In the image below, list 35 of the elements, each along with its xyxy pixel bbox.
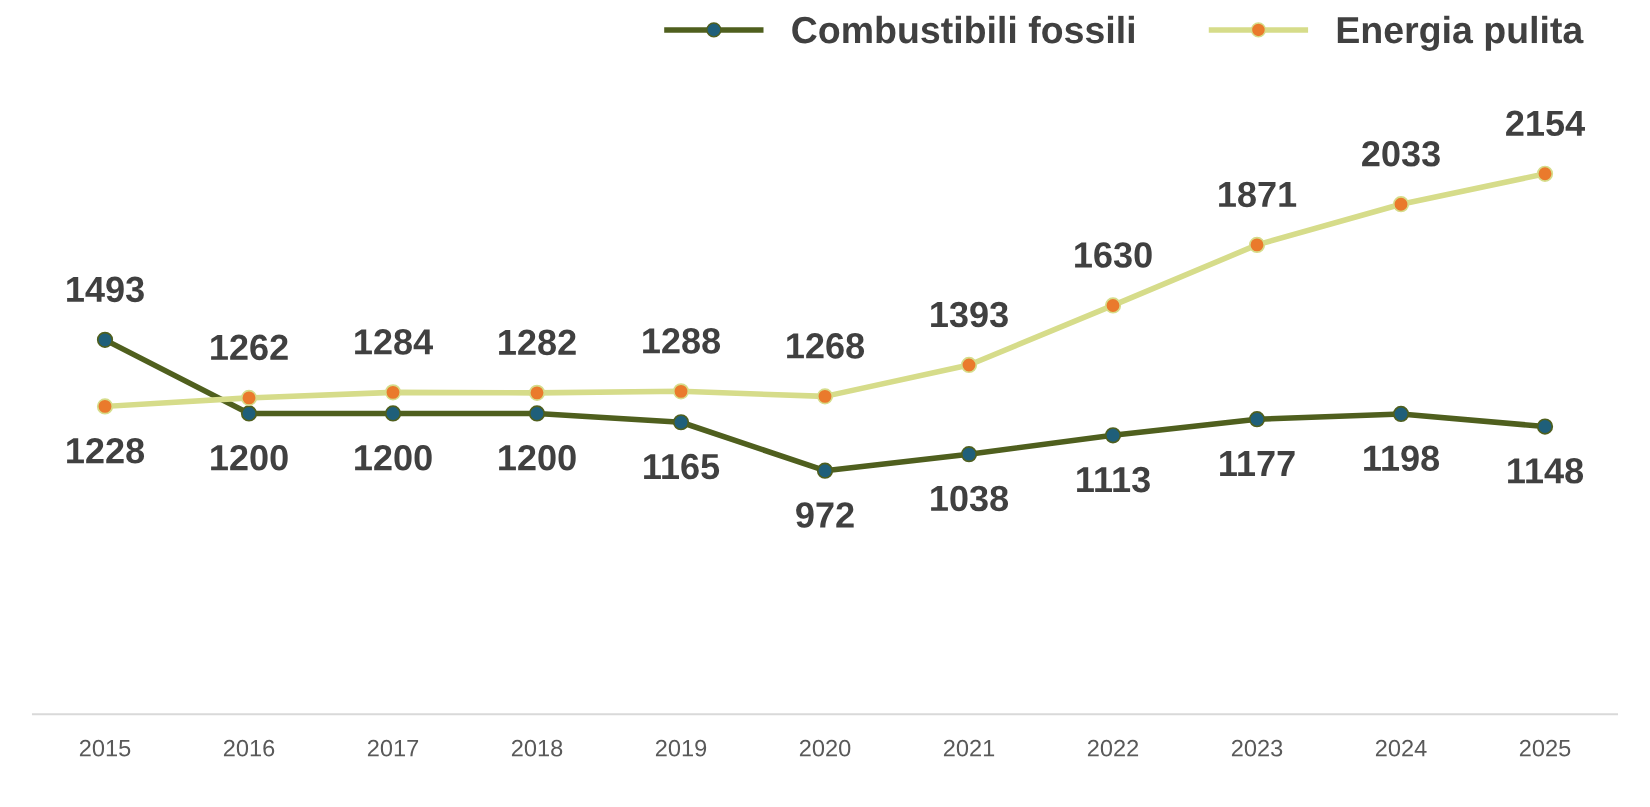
data-label: 1165 — [644, 453, 720, 480]
data-label: 972 — [796, 502, 854, 528]
legend-label: Combustibili fossili — [792, 15, 1134, 44]
data-label: 1177 — [1220, 451, 1295, 476]
data-label: 1262 — [211, 334, 288, 361]
data-label: 1113 — [1077, 466, 1150, 493]
x-tick-label: 2016 — [223, 739, 275, 757]
x-tick-label: 2022 — [1087, 739, 1139, 757]
data-label: 1393 — [931, 301, 1008, 328]
data-label: 1630 — [1075, 242, 1152, 268]
x-tick-label: 2020 — [799, 739, 851, 757]
data-label: 2154 — [1506, 110, 1585, 137]
data-label: 2033 — [1362, 140, 1440, 167]
x-tick-label: 2024 — [1375, 739, 1427, 757]
data-label: 1268 — [787, 333, 865, 359]
data-label: 1200 — [499, 444, 576, 471]
x-tick-label: 2021 — [943, 739, 995, 757]
x-tick-label: 2017 — [367, 739, 419, 757]
data-label: 1288 — [643, 328, 721, 354]
data-label: 1200 — [211, 444, 288, 471]
data-label: 1148 — [1508, 458, 1584, 484]
data-label: 1038 — [931, 485, 1009, 512]
data-label: 1284 — [355, 329, 433, 355]
data-label: 1871 — [1219, 181, 1297, 208]
x-tick-label: 2019 — [655, 739, 707, 757]
data-label: 1228 — [67, 437, 145, 464]
data-label: 1200 — [355, 444, 432, 471]
x-tick-label: 2025 — [1519, 739, 1571, 757]
data-label: 1493 — [67, 276, 144, 303]
x-tick-label: 2015 — [79, 739, 131, 757]
x-tick-label: 2023 — [1231, 739, 1283, 757]
data-label: 1198 — [1364, 445, 1440, 472]
legend-label: Energia pulita — [1337, 15, 1584, 51]
x-tick-label: 2018 — [511, 739, 563, 757]
data-label: 1282 — [499, 329, 576, 356]
